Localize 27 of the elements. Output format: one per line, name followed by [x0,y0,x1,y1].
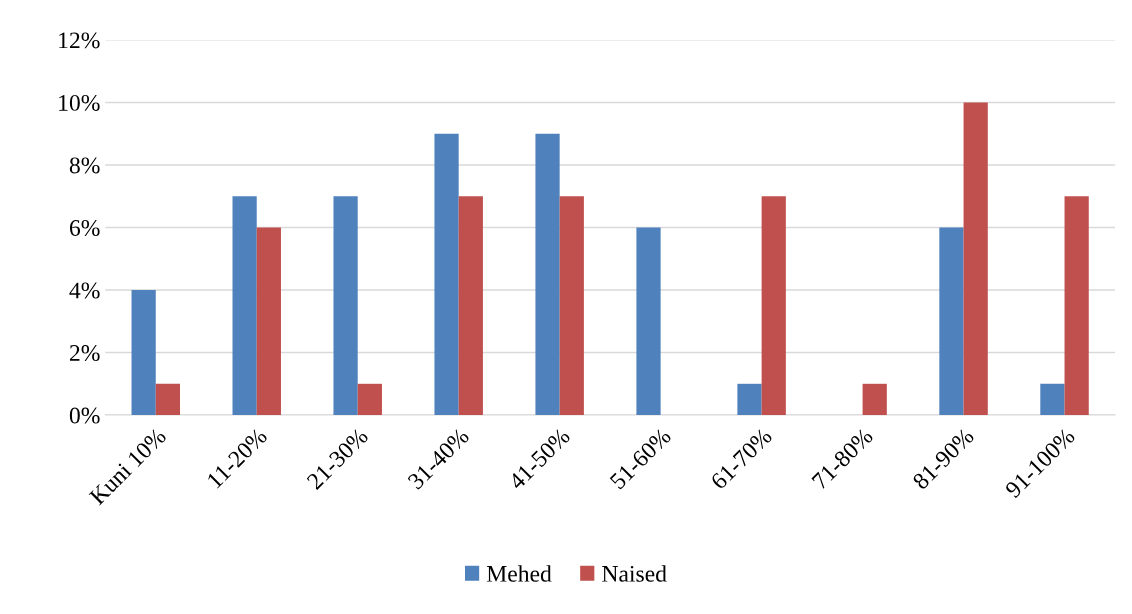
bar [357,383,382,416]
y-tick-label: 10% [59,94,100,111]
y-tick-label: 6% [69,219,100,236]
y-tick-label: 0% [69,407,100,424]
y-tick-label: 2% [69,345,100,362]
bar [1040,383,1065,416]
bar [862,383,887,416]
bar [232,196,257,416]
legend-label: Naised [602,565,667,582]
bar [1064,196,1089,416]
y-tick-label: 12% [59,32,100,49]
bar [333,196,358,416]
bar [458,196,483,416]
bar [559,196,584,416]
bar [535,133,560,416]
legend-label: Mehed [486,565,552,582]
bar [636,227,661,416]
bar [131,290,156,416]
bar [761,196,786,416]
bar [939,227,964,416]
bar [963,102,988,416]
bar [434,133,459,416]
y-tick-label: 4% [69,282,100,299]
y-tick-label: 8% [69,157,100,174]
bar [256,227,281,416]
bar [737,383,762,416]
bar [155,383,180,416]
